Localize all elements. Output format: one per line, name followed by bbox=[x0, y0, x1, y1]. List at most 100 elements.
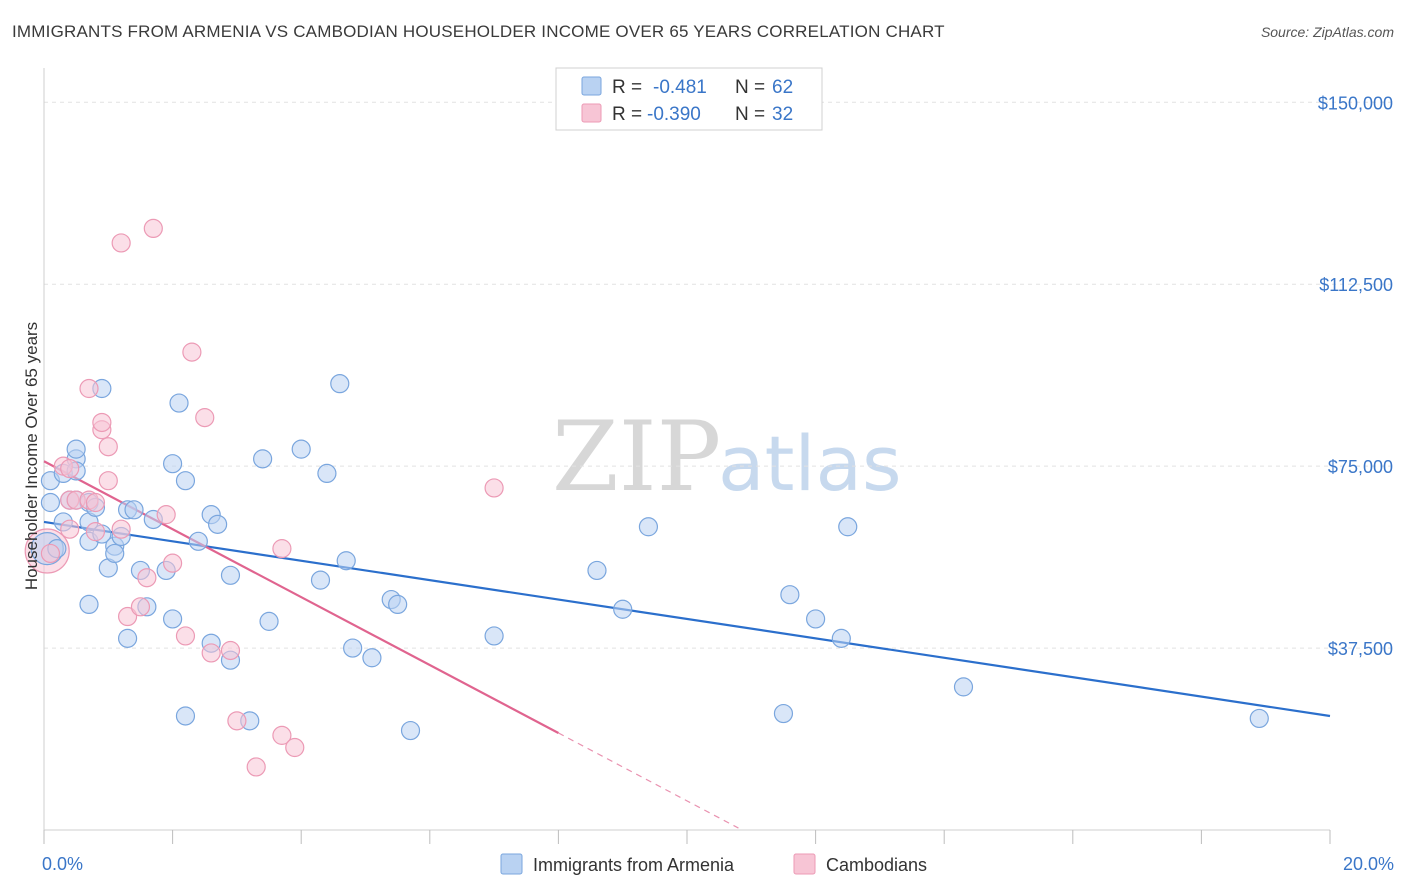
stats-n-value-cambodian: 32 bbox=[772, 104, 793, 125]
stats-swatch-cambodian bbox=[581, 103, 602, 123]
armenia-point bbox=[124, 500, 144, 520]
legend: Immigrants from Armenia Cambodians bbox=[500, 853, 927, 875]
armenia-point bbox=[484, 626, 504, 646]
armenia-point bbox=[330, 374, 350, 394]
stats-n-label-armenia: N = bbox=[735, 77, 765, 98]
armenia-point bbox=[831, 628, 851, 648]
cambodian-point bbox=[60, 458, 80, 479]
legend-swatch-armenia[interactable] bbox=[500, 853, 523, 875]
armenia-point bbox=[310, 570, 331, 590]
cambodian-point bbox=[92, 412, 112, 433]
stats-n-value-armenia: 62 bbox=[772, 77, 793, 98]
cambodian-point bbox=[201, 643, 221, 663]
cambodian-point bbox=[156, 505, 176, 525]
watermark-atlas: atlas bbox=[718, 419, 902, 508]
cambodian-point bbox=[85, 522, 106, 542]
armenia-point bbox=[175, 706, 196, 726]
watermark: ZIP atlas bbox=[552, 401, 902, 513]
cambodian-point bbox=[285, 737, 305, 758]
cambodian-point bbox=[246, 757, 266, 777]
cambodian-point bbox=[175, 626, 196, 646]
armenia-point bbox=[188, 531, 208, 551]
armenia-point bbox=[838, 517, 858, 537]
armenia-point bbox=[638, 517, 659, 537]
cambodian-point bbox=[117, 606, 138, 627]
stats-r-value-armenia: -0.481 bbox=[653, 77, 707, 98]
armenia-point bbox=[291, 439, 311, 459]
armenia-trend-line bbox=[43, 520, 1331, 718]
armenia-point bbox=[613, 599, 633, 619]
cambodian-point bbox=[98, 471, 118, 491]
legend-label-cambodian[interactable]: Cambodians bbox=[826, 855, 927, 875]
source-credit: Source: ZipAtlas.com bbox=[1260, 24, 1394, 40]
armenia-point bbox=[66, 439, 86, 459]
cambodian-point bbox=[163, 553, 183, 573]
cambodian-point bbox=[111, 233, 131, 253]
armenia-point bbox=[388, 594, 408, 615]
stats-r-value-cambodian: -0.390 bbox=[647, 104, 701, 125]
cambodian-point bbox=[98, 437, 118, 457]
cambodian-point bbox=[227, 711, 247, 731]
cambodian-point bbox=[79, 378, 99, 399]
armenia-point bbox=[220, 565, 241, 585]
legend-swatch-cambodian[interactable] bbox=[793, 853, 816, 875]
armenia-point bbox=[773, 703, 794, 724]
armenia-point bbox=[79, 594, 99, 615]
cambodian-trend-line bbox=[43, 460, 559, 734]
stats-n-label-cambodian: N = bbox=[735, 104, 765, 125]
cambodian-point bbox=[272, 725, 292, 745]
armenia-point bbox=[253, 449, 273, 469]
armenia-point bbox=[336, 551, 356, 571]
armenia-point bbox=[317, 463, 337, 484]
cambodian-point bbox=[130, 597, 151, 617]
y-tick-label: $150,000 bbox=[1318, 93, 1393, 113]
x-tick-label-min: 0.0% bbox=[42, 854, 83, 874]
gridlines bbox=[44, 101, 1395, 649]
armenia-point bbox=[259, 611, 279, 631]
armenia-point bbox=[105, 543, 125, 564]
cambodian-point bbox=[195, 408, 215, 428]
chart-title: IMMIGRANTS FROM ARMENIA VS CAMBODIAN HOU… bbox=[12, 22, 945, 41]
armenia-point bbox=[780, 585, 800, 605]
watermark-zip: ZIP bbox=[552, 401, 721, 513]
y-tick-label: $75,000 bbox=[1328, 457, 1393, 477]
cambodian-point bbox=[40, 543, 61, 564]
cambodian-point bbox=[143, 218, 163, 238]
cambodian-point bbox=[220, 640, 241, 661]
armenia-point bbox=[362, 648, 382, 668]
cambodian-point bbox=[85, 492, 106, 513]
armenia-point bbox=[163, 454, 183, 474]
armenia-point bbox=[208, 514, 228, 534]
armenia-point bbox=[175, 471, 196, 491]
armenia-point bbox=[805, 609, 826, 629]
x-tick-labels: 0.0% 20.0% bbox=[42, 854, 1394, 874]
cambodian-point bbox=[137, 568, 157, 588]
legend-label-armenia[interactable]: Immigrants from Armenia bbox=[533, 855, 735, 875]
y-axis-label: Householder Income Over 65 years bbox=[22, 322, 41, 590]
armenia-point bbox=[117, 628, 138, 648]
y-tick-label: $112,500 bbox=[1319, 275, 1393, 295]
armenia-point bbox=[400, 720, 421, 741]
y-tick-labels: $37,500 $75,000 $112,500 $150,000 bbox=[1318, 93, 1393, 659]
cambodian-point bbox=[60, 519, 80, 539]
stats-r-label-armenia: R = bbox=[612, 77, 642, 98]
armenia-point bbox=[163, 609, 183, 629]
cambodian-point bbox=[182, 342, 202, 362]
x-tick-label-max: 20.0% bbox=[1343, 854, 1394, 874]
armenia-point bbox=[40, 492, 61, 513]
armenia-point bbox=[587, 560, 607, 581]
cambodian-point bbox=[484, 478, 504, 498]
cambodian-point bbox=[272, 539, 292, 559]
armenia-point bbox=[953, 677, 974, 697]
armenia-point bbox=[1249, 708, 1269, 729]
armenia-point bbox=[343, 638, 363, 658]
y-tick-label: $37,500 bbox=[1328, 639, 1393, 659]
armenia-point bbox=[169, 393, 189, 413]
cambodian-trend-extension bbox=[558, 732, 739, 829]
stats-swatch-armenia bbox=[581, 76, 602, 96]
stats-r-label-cambodian: R = bbox=[612, 104, 642, 125]
stats-box: R = -0.481 N = 62 R = -0.390 N = 32 bbox=[555, 67, 823, 131]
axes bbox=[43, 68, 1331, 844]
cambodian-point bbox=[111, 519, 131, 539]
